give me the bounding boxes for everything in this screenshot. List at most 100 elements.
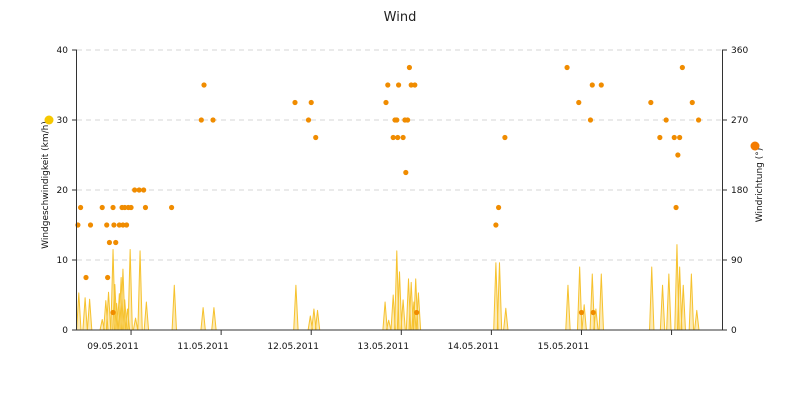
grid-lines — [77, 49, 722, 261]
direction-point — [116, 222, 122, 228]
direction-point — [78, 204, 84, 211]
speed-spike — [503, 307, 509, 331]
direction-point — [142, 204, 149, 211]
speed-spike — [649, 266, 655, 331]
direction-point — [305, 117, 312, 123]
speed-spike — [137, 250, 143, 331]
speed-spike — [565, 284, 571, 331]
direction-point — [390, 134, 396, 141]
direction-point — [122, 204, 128, 211]
direction-point — [168, 204, 175, 211]
speed-series — [76, 244, 700, 331]
direction-point — [412, 82, 418, 88]
direction-point — [405, 117, 411, 123]
direction-point — [210, 117, 216, 123]
speed-spike — [143, 301, 150, 331]
speed-spike — [382, 301, 388, 331]
speed-spike — [293, 284, 299, 331]
direction-point — [394, 117, 400, 123]
speed-spike — [82, 297, 88, 331]
right-axis-label: Windrichtung (°) — [755, 148, 765, 223]
speed-spike — [680, 284, 686, 331]
speed-spike — [132, 317, 139, 331]
direction-point — [495, 204, 502, 211]
direction-point — [408, 82, 414, 88]
speed-spike — [385, 319, 392, 331]
speed-marker-point — [110, 309, 116, 316]
axes — [72, 49, 727, 335]
direction-point — [105, 274, 111, 281]
direction-point — [120, 222, 126, 228]
left-tick-label: 30 — [57, 116, 69, 126]
speed-spike — [589, 273, 595, 331]
direction-point — [128, 204, 134, 211]
speed-marker-point — [414, 309, 420, 316]
direction-point — [198, 117, 204, 123]
right-tick-label: 0 — [731, 326, 737, 336]
direction-point — [598, 82, 604, 88]
direction-point — [201, 82, 207, 88]
direction-point — [689, 99, 695, 106]
direction-point — [663, 117, 669, 123]
direction-point — [385, 82, 391, 88]
direction-point — [576, 99, 582, 106]
speed-spike — [694, 309, 700, 331]
direction-point — [104, 222, 110, 228]
direction-point — [113, 239, 119, 246]
x-tick-label: 09.05.2011 — [87, 342, 139, 352]
direction-point — [695, 117, 702, 123]
direction-point — [589, 82, 595, 88]
right-tick-label: 270 — [731, 116, 748, 126]
left-axis-label: Windgeschwindigkeit (km/h) — [41, 121, 51, 249]
direction-point — [87, 222, 94, 228]
speed-spike — [666, 273, 672, 331]
speed-spike — [659, 284, 666, 331]
x-tick-label: 11.05.2011 — [177, 342, 229, 352]
speed-markers — [110, 309, 596, 316]
x-tick-labels: 09.05.2011 11.05.2011 12.05.2011 13.05.2011… — [87, 342, 589, 352]
direction-point — [136, 187, 142, 193]
x-tick-label: 12.05.2011 — [267, 342, 319, 352]
direction-point — [99, 204, 105, 211]
chart-title: Wind — [384, 10, 417, 25]
speed-spike — [496, 262, 503, 331]
direction-point — [587, 117, 594, 123]
left-tick-labels: 0 10 20 30 40 — [57, 46, 69, 336]
direction-point — [123, 222, 130, 228]
direction-point — [83, 274, 89, 281]
direction-point — [292, 99, 298, 106]
direction-point — [675, 152, 681, 158]
direction-point — [564, 64, 570, 71]
direction-point — [679, 64, 685, 71]
direction-point — [111, 222, 117, 228]
speed-marker-point — [578, 309, 585, 316]
direction-point — [395, 134, 401, 141]
speed-spike — [200, 307, 206, 331]
right-tick-label: 180 — [731, 186, 748, 196]
direction-point — [110, 204, 116, 211]
left-tick-label: 20 — [57, 186, 69, 196]
direction-point — [648, 99, 654, 106]
x-tick-label: 14.05.2011 — [448, 342, 500, 352]
direction-point — [400, 134, 406, 141]
right-tick-label: 90 — [731, 256, 743, 266]
right-tick-label: 360 — [731, 46, 748, 56]
direction-point — [502, 134, 508, 141]
speed-spike — [86, 298, 93, 331]
speed-spike — [127, 249, 133, 331]
right-axis-legend-marker — [750, 141, 760, 151]
speed-spike — [105, 291, 112, 331]
speed-spike — [314, 309, 321, 331]
right-tick-labels: 0 90 180 270 360 — [731, 46, 748, 336]
left-tick-label: 40 — [57, 46, 69, 56]
direction-point — [657, 134, 663, 141]
speed-spike — [688, 273, 695, 331]
speed-spike — [581, 304, 587, 331]
direction-point — [677, 134, 683, 141]
direction-point — [395, 82, 402, 88]
direction-point — [141, 187, 147, 193]
direction-point — [403, 169, 409, 176]
direction-point — [673, 204, 679, 211]
direction-point — [493, 222, 499, 228]
left-tick-label: 0 — [62, 326, 68, 336]
